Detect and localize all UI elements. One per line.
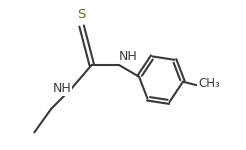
Text: NH: NH: [53, 82, 72, 95]
Text: NH: NH: [119, 50, 138, 63]
Text: CH₃: CH₃: [198, 77, 220, 90]
Text: S: S: [77, 8, 86, 21]
